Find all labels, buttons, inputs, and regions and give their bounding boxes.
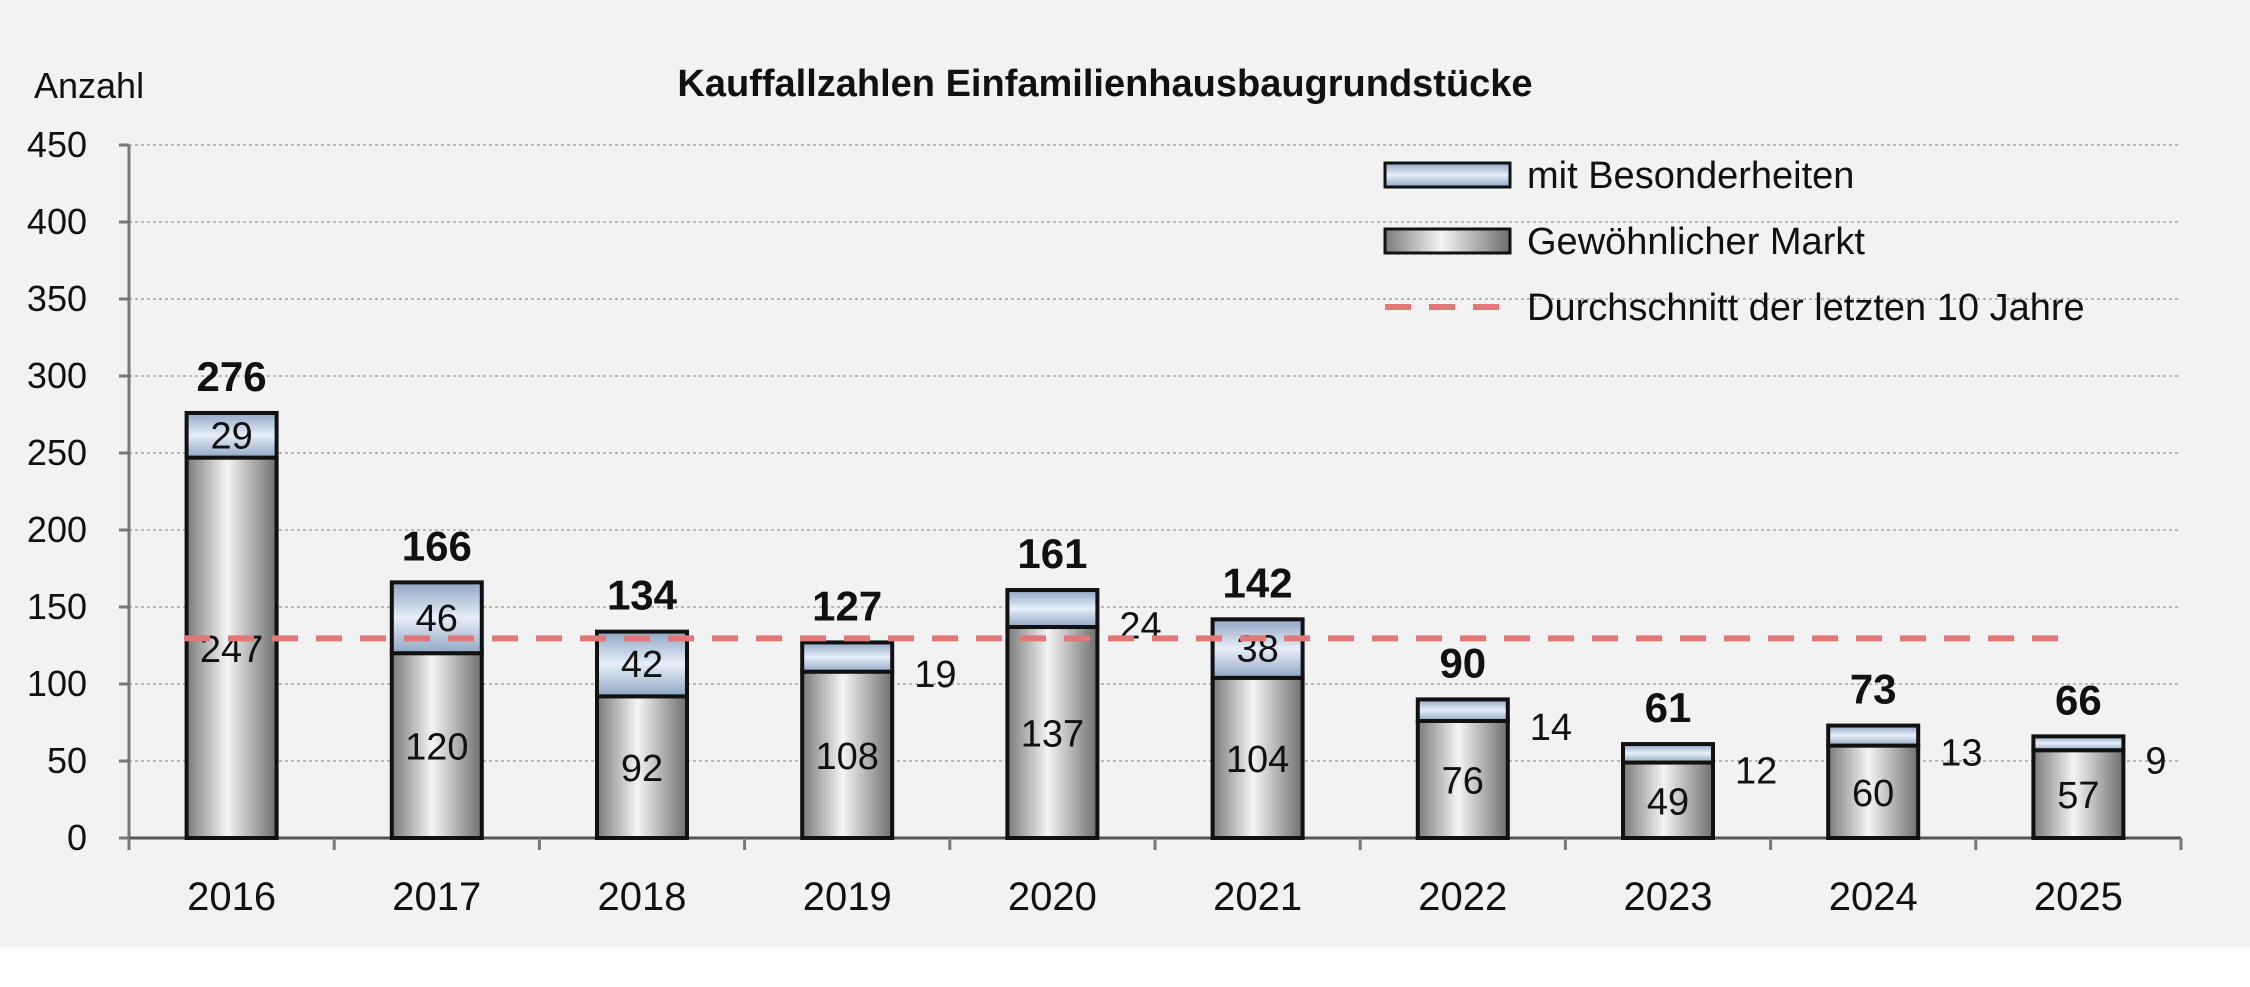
data-label-gewoehnlicher-markt: 247	[200, 629, 263, 671]
data-label-gewoehnlicher-markt: 120	[405, 727, 468, 769]
data-label-total: 66	[2055, 676, 2102, 723]
y-tick-label: 450	[27, 124, 87, 165]
bar-gewoehnlicher-markt	[1005, 625, 1100, 841]
data-label-mit-besonderheiten: 9	[2145, 740, 2166, 782]
data-label-total: 73	[1850, 666, 1897, 713]
y-tick-label: 150	[27, 586, 87, 627]
legend: mit Besonderheiten Gewöhnlicher Markt Durc…	[1383, 155, 2085, 329]
x-tick-label: 2019	[803, 875, 892, 919]
legend-gewoehnlicher-markt-swatch	[1383, 227, 1512, 255]
bar-mit-besonderheiten	[1826, 723, 1921, 748]
y-axis-label: Anzahl	[34, 65, 144, 106]
bar-gewoehnlicher-markt	[389, 651, 484, 841]
bar-gewoehnlicher-markt	[1621, 760, 1715, 840]
data-label-gewoehnlicher-markt: 137	[1021, 714, 1084, 756]
x-tick-label: 2022	[1418, 875, 1507, 919]
x-tick-label: 2021	[1213, 875, 1302, 919]
bar-mit-besonderheiten	[595, 629, 689, 699]
x-tick-label: 2023	[1624, 875, 1713, 919]
x-tick-label: 2016	[187, 875, 276, 919]
y-tick-label: 250	[27, 432, 87, 473]
bar-mit-besonderheiten	[1210, 617, 1305, 680]
y-tick-label: 300	[27, 355, 87, 396]
bar-mit-besonderheiten	[2031, 734, 2126, 753]
x-tick-label: 2024	[1829, 875, 1918, 919]
data-label-total: 276	[197, 353, 267, 400]
data-label-gewoehnlicher-markt: 49	[1647, 781, 1689, 823]
data-label-total: 127	[812, 582, 882, 629]
bar-mit-besonderheiten	[1621, 742, 1715, 765]
bar-mit-besonderheiten	[184, 410, 279, 460]
legend-gewoehnlicher-markt-label: Gewöhnlicher Markt	[1527, 221, 1865, 263]
x-tick-label: 2018	[598, 875, 687, 919]
bar-gewoehnlicher-markt	[1415, 718, 1510, 841]
data-label-total: 61	[1645, 684, 1692, 731]
data-label-gewoehnlicher-markt: 104	[1226, 739, 1289, 781]
data-label-total: 134	[607, 572, 678, 619]
data-label-gewoehnlicher-markt: 60	[1852, 773, 1894, 815]
data-label-total: 90	[1439, 639, 1486, 686]
data-label-gewoehnlicher-markt: 108	[815, 736, 878, 778]
data-label-mit-besonderheiten: 14	[1530, 707, 1572, 749]
y-tick-label: 200	[27, 509, 87, 550]
y-tick-label: 50	[47, 740, 87, 781]
bar-mit-besonderheiten	[1415, 697, 1510, 723]
data-label-total: 166	[402, 522, 472, 569]
chart-title: Kauffallzahlen Einfamilienhausbaugrundst…	[677, 63, 1532, 105]
data-label-gewoehnlicher-markt: 76	[1442, 760, 1484, 802]
data-label-mit-besonderheiten: 42	[621, 644, 663, 686]
data-label-gewoehnlicher-markt: 92	[621, 748, 663, 790]
data-label-total: 142	[1223, 559, 1293, 606]
bar-gewoehnlicher-markt	[1826, 743, 1921, 840]
y-tick-label: 100	[27, 663, 87, 704]
data-label-total: 161	[1017, 530, 1087, 577]
data-label-mit-besonderheiten: 13	[1940, 733, 1982, 775]
y-tick-label: 0	[67, 817, 87, 858]
data-label-mit-besonderheiten: 29	[210, 415, 252, 457]
legend-mit-besonderheiten-label: mit Besonderheiten	[1527, 155, 1854, 197]
y-tick-label: 400	[27, 201, 87, 242]
x-tick-label: 2017	[392, 875, 481, 919]
bar-gewoehnlicher-markt	[1210, 675, 1305, 841]
x-tick-label: 2025	[2034, 875, 2123, 919]
legend-mit-besonderheiten-swatch	[1383, 161, 1512, 189]
data-label-mit-besonderheiten: 46	[416, 598, 458, 640]
x-tick-label: 2020	[1008, 875, 1097, 919]
data-label-mit-besonderheiten: 19	[914, 654, 956, 696]
y-tick-label: 350	[27, 278, 87, 319]
data-label-mit-besonderheiten: 12	[1735, 750, 1777, 792]
data-label-gewoehnlicher-markt: 57	[2057, 775, 2099, 817]
bar-mit-besonderheiten	[1005, 588, 1100, 630]
bar-mit-besonderheiten	[800, 640, 895, 674]
legend-durchschnitt-label: Durchschnitt der letzten 10 Jahre	[1527, 287, 2085, 329]
data-label-mit-besonderheiten: 38	[1236, 629, 1278, 671]
